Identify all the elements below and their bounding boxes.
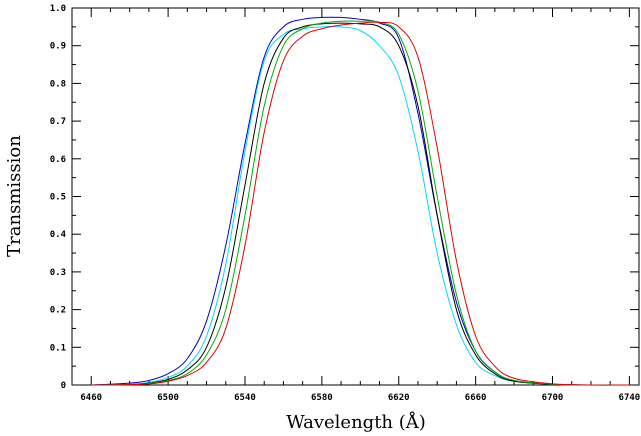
y-tick-label: 0.2 [50, 306, 66, 316]
x-tick-label: 6460 [80, 393, 102, 403]
series-line-1 [91, 25, 630, 386]
x-tick-label: 6500 [157, 393, 179, 403]
y-tick-label: 0.1 [50, 343, 66, 353]
y-tick-label: 0.6 [50, 155, 66, 165]
series-line-3 [91, 20, 630, 386]
series-line-0 [91, 16, 630, 386]
x-tick-label: 6660 [465, 393, 487, 403]
y-axis-title: Transmission [4, 135, 25, 257]
plot-frame [71, 7, 640, 386]
y-tick-label: 0.3 [50, 268, 66, 278]
y-tick-label: 1.0 [50, 4, 66, 14]
y-tick-label: 0.9 [50, 42, 66, 52]
x-tick-label: 6740 [619, 393, 641, 403]
y-tick-labels: 0 0.1 0.2 0.3 0.4 0.5 0.6 0.7 0.8 0.9 1.0 [50, 4, 67, 391]
x-axis-title: Wavelength (Å) [286, 411, 426, 433]
x-tick-label: 6620 [388, 393, 410, 403]
y-tick-label: 0.8 [50, 79, 66, 89]
y-tick-label: 0.4 [50, 230, 67, 240]
x-tick-label: 6580 [311, 393, 333, 403]
y-tick-label: 0.7 [50, 117, 66, 127]
x-tick-label: 6540 [234, 393, 256, 403]
series-lines [91, 16, 630, 386]
y-tick-label: 0.5 [50, 193, 66, 203]
axis-ticks [71, 7, 639, 386]
y-tick-label: 0 [61, 381, 66, 391]
x-tick-label: 6700 [542, 393, 564, 403]
series-line-4 [91, 21, 630, 386]
series-line-2 [91, 22, 630, 386]
x-tick-labels: 6460 6500 6540 6580 6620 6660 6700 6740 [80, 393, 640, 403]
